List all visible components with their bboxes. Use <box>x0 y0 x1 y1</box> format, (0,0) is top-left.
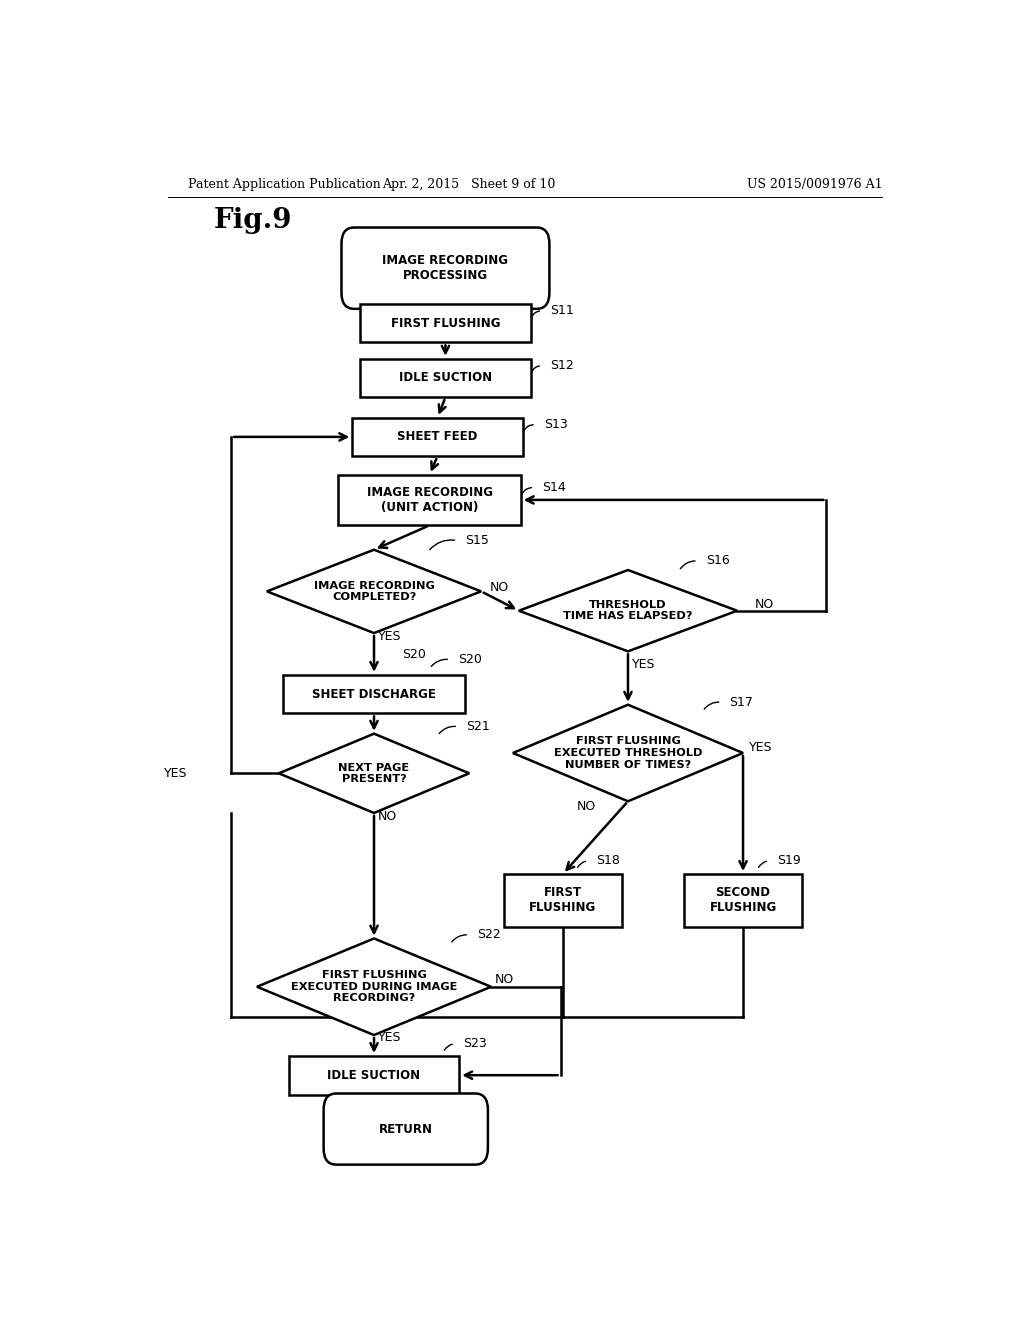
FancyBboxPatch shape <box>324 1093 487 1164</box>
Bar <box>352 417 523 457</box>
Bar <box>360 359 530 397</box>
Text: S19: S19 <box>777 854 801 867</box>
Text: NO: NO <box>755 598 774 611</box>
Text: S21: S21 <box>466 721 489 733</box>
Text: IMAGE RECORDING
COMPLETED?: IMAGE RECORDING COMPLETED? <box>313 581 434 602</box>
Text: S12: S12 <box>550 359 573 372</box>
Text: IMAGE RECORDING
(UNIT ACTION): IMAGE RECORDING (UNIT ACTION) <box>367 486 493 513</box>
Text: NO: NO <box>495 973 514 986</box>
Polygon shape <box>513 705 743 801</box>
Text: THRESHOLD
TIME HAS ELAPSED?: THRESHOLD TIME HAS ELAPSED? <box>563 599 692 622</box>
Text: US 2015/0091976 A1: US 2015/0091976 A1 <box>746 178 883 191</box>
Text: S17: S17 <box>729 696 754 709</box>
Text: S15: S15 <box>465 535 489 546</box>
FancyBboxPatch shape <box>341 227 550 309</box>
Text: FIRST FLUSHING: FIRST FLUSHING <box>391 317 500 330</box>
Text: S20: S20 <box>458 653 482 667</box>
Text: Apr. 2, 2015   Sheet 9 of 10: Apr. 2, 2015 Sheet 9 of 10 <box>383 178 556 191</box>
Text: FIRST FLUSHING
EXECUTED DURING IMAGE
RECORDING?: FIRST FLUSHING EXECUTED DURING IMAGE REC… <box>291 970 457 1003</box>
Text: SECOND
FLUSHING: SECOND FLUSHING <box>710 886 776 915</box>
Text: IDLE SUCTION: IDLE SUCTION <box>328 1069 421 1081</box>
Text: YES: YES <box>378 630 401 643</box>
Text: S20: S20 <box>401 648 426 661</box>
Text: Patent Application Publication: Patent Application Publication <box>187 178 380 191</box>
Text: IDLE SUCTION: IDLE SUCTION <box>399 371 492 384</box>
Text: S14: S14 <box>543 482 566 494</box>
Text: SHEET DISCHARGE: SHEET DISCHARGE <box>312 688 436 701</box>
Text: S22: S22 <box>477 928 501 941</box>
Text: NO: NO <box>378 809 397 822</box>
Bar <box>283 675 465 713</box>
Text: S18: S18 <box>596 854 621 867</box>
Text: S11: S11 <box>550 305 573 317</box>
Text: YES: YES <box>749 742 772 755</box>
Polygon shape <box>257 939 492 1035</box>
Text: S16: S16 <box>706 554 729 568</box>
Bar <box>289 1056 460 1094</box>
Polygon shape <box>519 570 737 651</box>
Bar <box>338 474 521 525</box>
Text: Fig.9: Fig.9 <box>214 207 292 234</box>
Polygon shape <box>279 734 469 813</box>
Text: S23: S23 <box>463 1038 486 1051</box>
Text: YES: YES <box>164 767 187 780</box>
Bar <box>504 874 622 927</box>
Text: S13: S13 <box>544 418 567 432</box>
Text: IMAGE RECORDING
PROCESSING: IMAGE RECORDING PROCESSING <box>382 255 509 282</box>
Text: FIRST FLUSHING
EXECUTED THRESHOLD
NUMBER OF TIMES?: FIRST FLUSHING EXECUTED THRESHOLD NUMBER… <box>554 737 702 770</box>
Text: SHEET FEED: SHEET FEED <box>397 430 477 444</box>
Text: FIRST
FLUSHING: FIRST FLUSHING <box>529 886 597 915</box>
Bar <box>684 874 802 927</box>
Text: YES: YES <box>378 1031 401 1044</box>
Polygon shape <box>267 549 481 634</box>
Bar <box>360 304 530 342</box>
Text: NO: NO <box>577 800 596 813</box>
Text: NO: NO <box>489 581 509 594</box>
Text: NEXT PAGE
PRESENT?: NEXT PAGE PRESENT? <box>339 763 410 784</box>
Text: YES: YES <box>632 659 655 671</box>
Text: RETURN: RETURN <box>379 1122 433 1135</box>
